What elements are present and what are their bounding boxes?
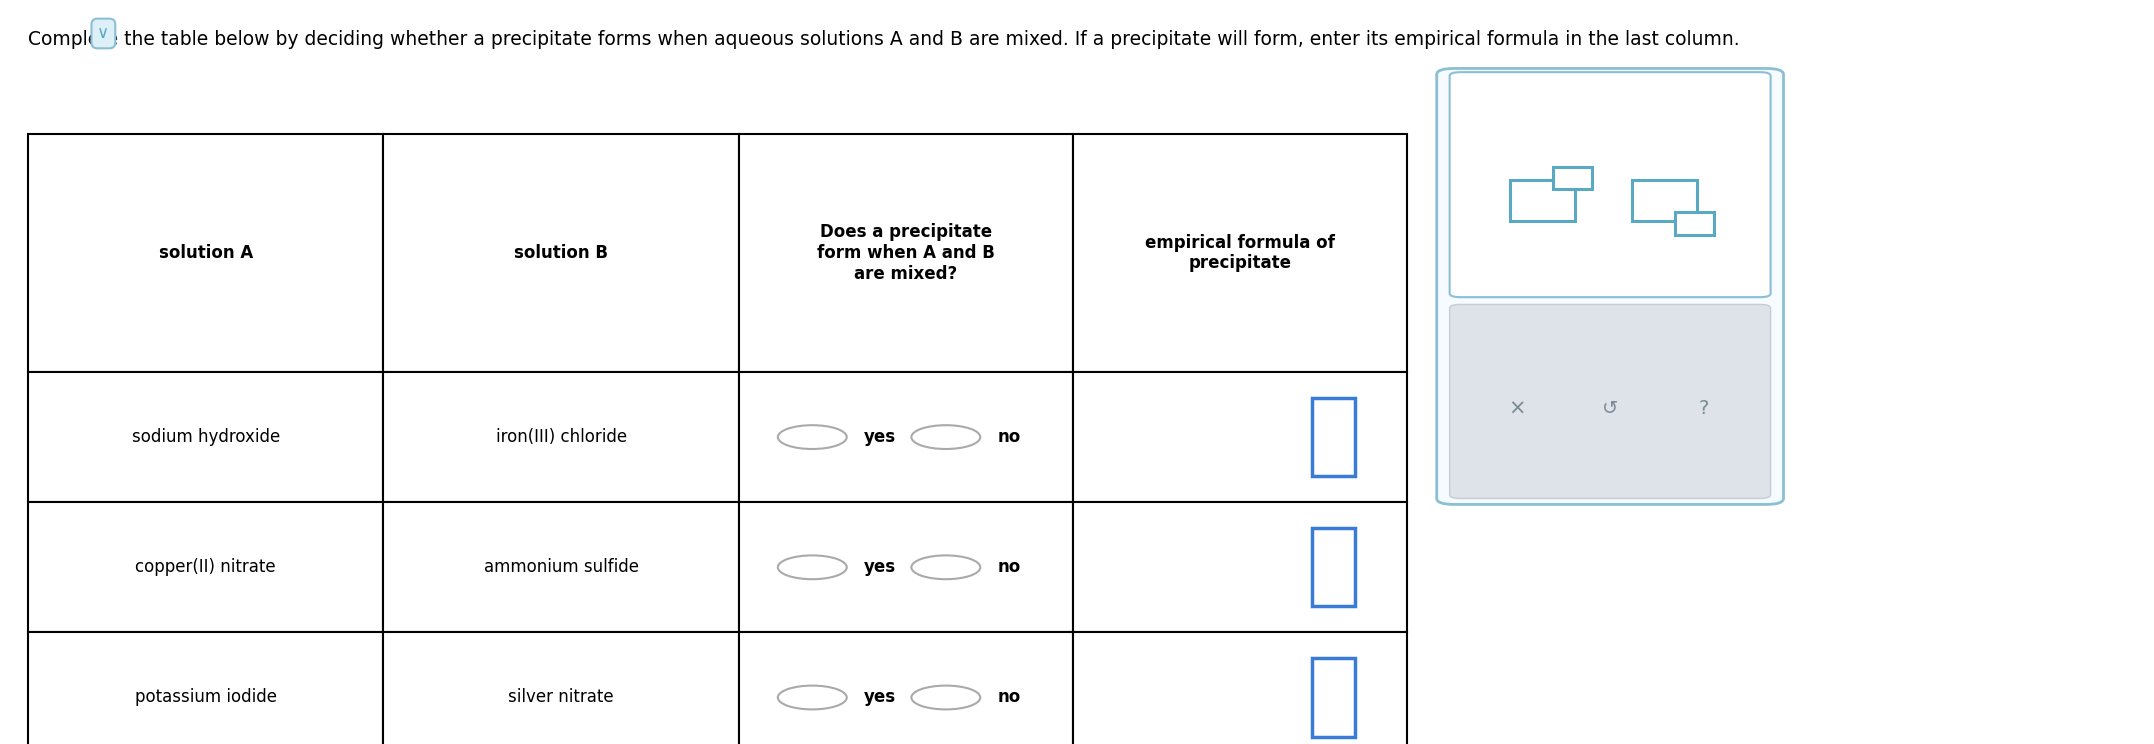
Text: ∨: ∨ [97,25,110,42]
Text: ↺: ↺ [1603,400,1618,418]
Text: ?: ? [1700,400,1708,418]
FancyBboxPatch shape [1437,68,1784,504]
Bar [1510,180,1575,221]
Bar [1073,372,1407,502]
Circle shape [911,426,980,449]
Text: potassium iodide: potassium iodide [136,688,276,707]
Bar [739,502,1073,632]
Bar [1312,398,1355,476]
Bar [28,502,383,632]
Text: iron(III) chloride: iron(III) chloride [495,428,627,446]
Bar [1073,632,1407,744]
Circle shape [911,555,980,579]
Circle shape [778,426,847,449]
Text: yes: yes [864,428,896,446]
FancyBboxPatch shape [1450,304,1771,498]
Text: ammonium sulfide: ammonium sulfide [485,558,638,577]
Bar [739,134,1073,372]
Text: Complete the table below by deciding whether a precipitate forms when aqueous so: Complete the table below by deciding whe… [28,30,1740,49]
Text: yes: yes [864,688,896,707]
Bar [28,372,383,502]
Circle shape [911,686,980,710]
Bar [383,134,739,372]
Bar [383,632,739,744]
Text: empirical formula of
precipitate: empirical formula of precipitate [1144,234,1335,272]
Bar [1073,502,1407,632]
Bar [28,632,383,744]
Bar [1073,134,1407,372]
Bar [383,502,739,632]
Text: no: no [997,558,1021,577]
Text: silver nitrate: silver nitrate [508,688,614,707]
Text: solution A: solution A [159,244,252,262]
Bar [28,134,383,372]
Bar [1633,180,1697,221]
Bar [1553,167,1592,189]
Text: Does a precipitate
form when A and B
are mixed?: Does a precipitate form when A and B are… [816,223,995,283]
Bar [739,632,1073,744]
Text: solution B: solution B [515,244,607,262]
Text: no: no [997,688,1021,707]
Circle shape [778,555,847,579]
Bar [1676,212,1715,234]
Text: ×: × [1508,399,1525,419]
Text: no: no [997,428,1021,446]
Bar [383,372,739,502]
Text: yes: yes [864,558,896,577]
Text: sodium hydroxide: sodium hydroxide [131,428,280,446]
FancyBboxPatch shape [1450,72,1771,297]
Bar [739,372,1073,502]
Bar [1312,658,1355,737]
Text: copper(II) nitrate: copper(II) nitrate [136,558,276,577]
Circle shape [778,686,847,710]
Bar [1312,528,1355,606]
